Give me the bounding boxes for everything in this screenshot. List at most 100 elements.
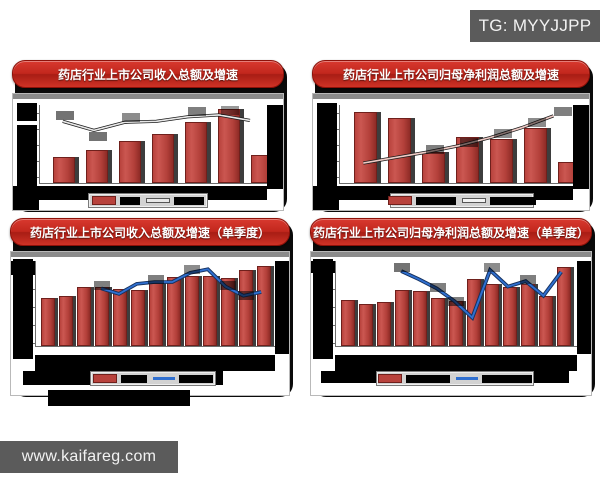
- panel-title: 药店行业上市公司归母净利润总额及增速: [312, 60, 590, 88]
- bar: [41, 298, 55, 346]
- plot: [313, 99, 589, 210]
- legend-line-label: [482, 374, 532, 383]
- chart-legend: [88, 193, 208, 208]
- telegram-watermark: TG: MYYJJPP: [470, 10, 600, 42]
- plot: [11, 257, 289, 395]
- data-label-redaction: [221, 106, 239, 115]
- legend-item-bar: [93, 374, 147, 383]
- legend-bar-swatch: [388, 196, 412, 205]
- axis-tick: [337, 129, 340, 130]
- axis-tick: [37, 129, 40, 130]
- legend-bar-swatch: [378, 374, 402, 383]
- bar: [341, 300, 355, 346]
- line-series-revenue-yoy: [62, 113, 251, 133]
- panel-body: [310, 251, 592, 396]
- bar: [413, 291, 427, 346]
- bar: [557, 267, 571, 346]
- source-note-redaction: [48, 390, 190, 406]
- left-edge-redaction: [11, 261, 35, 275]
- bar: [53, 157, 75, 183]
- axis-tick: [33, 343, 36, 344]
- bar: [203, 276, 217, 346]
- legend-line-label: [179, 374, 213, 383]
- right-edge-redaction: [577, 261, 591, 354]
- data-label-redaction: [89, 132, 107, 141]
- bar: [354, 112, 377, 183]
- bar: [431, 298, 445, 346]
- bar: [490, 139, 513, 183]
- panel-title: 药店行业上市公司归母净利润总额及增速（单季度）: [310, 218, 592, 246]
- chart-legend: [388, 193, 536, 208]
- y-axis-labels-redaction: [313, 259, 333, 359]
- legend-line-swatch: [153, 377, 175, 380]
- left-edge-redaction: [311, 261, 335, 273]
- data-label-redaction: [238, 291, 254, 300]
- data-label-redaction: [94, 281, 110, 290]
- legend-line-label: [490, 196, 536, 205]
- data-label-redaction: [448, 297, 464, 306]
- right-edge-redaction: [573, 105, 589, 189]
- axis-tick: [337, 113, 340, 114]
- bar: [59, 296, 73, 346]
- bar: [152, 134, 174, 183]
- axis-tick: [333, 307, 336, 308]
- data-label-redaction: [554, 107, 572, 116]
- axis-tick: [33, 307, 36, 308]
- site-watermark: www.kaifareg.com: [0, 441, 178, 473]
- bar: [456, 137, 479, 183]
- line-series-netprofit-yoy-quarterly: [400, 266, 563, 322]
- legend-bar-swatch: [93, 374, 117, 383]
- bar: [131, 290, 145, 346]
- bar: [377, 302, 391, 346]
- bar: [77, 287, 91, 346]
- plot-area: [33, 261, 275, 347]
- legend-line-swatch: [146, 198, 170, 203]
- data-label-redaction: [494, 129, 512, 138]
- panel-body: [12, 93, 284, 211]
- line-series-revenue-yoy-quarterly: [100, 267, 262, 298]
- plot: [13, 99, 283, 210]
- axis-tick: [33, 325, 36, 326]
- legend-bar-label: [120, 196, 140, 205]
- data-label-redaction: [122, 113, 140, 122]
- bar: [221, 278, 235, 346]
- line-series-netprofit-yoy: [363, 114, 555, 165]
- bar: [239, 270, 253, 346]
- y-axis-labels-redaction: [17, 125, 37, 187]
- data-label-redaction: [426, 145, 444, 154]
- bar: [539, 296, 553, 346]
- bar: [388, 118, 411, 183]
- data-label-redaction: [460, 138, 478, 147]
- data-label-redaction: [184, 265, 200, 274]
- right-edge-redaction: [275, 261, 289, 354]
- y-axis-labels-redaction: [317, 103, 337, 189]
- y-axis-labels-redaction: [17, 103, 37, 121]
- data-label-redaction: [148, 275, 164, 284]
- axis-tick: [33, 289, 36, 290]
- legend-bar-label: [416, 196, 456, 205]
- legend-line-swatch: [456, 377, 478, 380]
- panel-revenue-quarterly: 药店行业上市公司收入总额及增速（单季度）: [10, 218, 293, 406]
- legend-item-bar: [388, 196, 456, 205]
- bar: [395, 290, 409, 346]
- legend-bar-label: [406, 374, 450, 383]
- x-axis-labels-redaction: [313, 186, 339, 210]
- axis-tick: [333, 343, 336, 344]
- axis-tick: [337, 161, 340, 162]
- panel-body: [312, 93, 590, 211]
- legend-item-line: [146, 196, 204, 205]
- y-axis-labels-redaction: [13, 259, 33, 359]
- bar: [86, 150, 108, 183]
- axis-tick: [333, 289, 336, 290]
- legend-line-swatch: [462, 198, 486, 203]
- data-label-redaction: [430, 283, 446, 292]
- data-label-redaction: [528, 118, 546, 127]
- legend-bar-label: [121, 374, 147, 383]
- x-axis-labels-redaction: [13, 186, 39, 210]
- plot: [311, 257, 591, 395]
- bar: [185, 276, 199, 346]
- bar: [119, 141, 141, 183]
- legend-item-bar: [92, 196, 140, 205]
- axis-tick: [37, 145, 40, 146]
- x-axis-labels-redaction: [35, 355, 275, 371]
